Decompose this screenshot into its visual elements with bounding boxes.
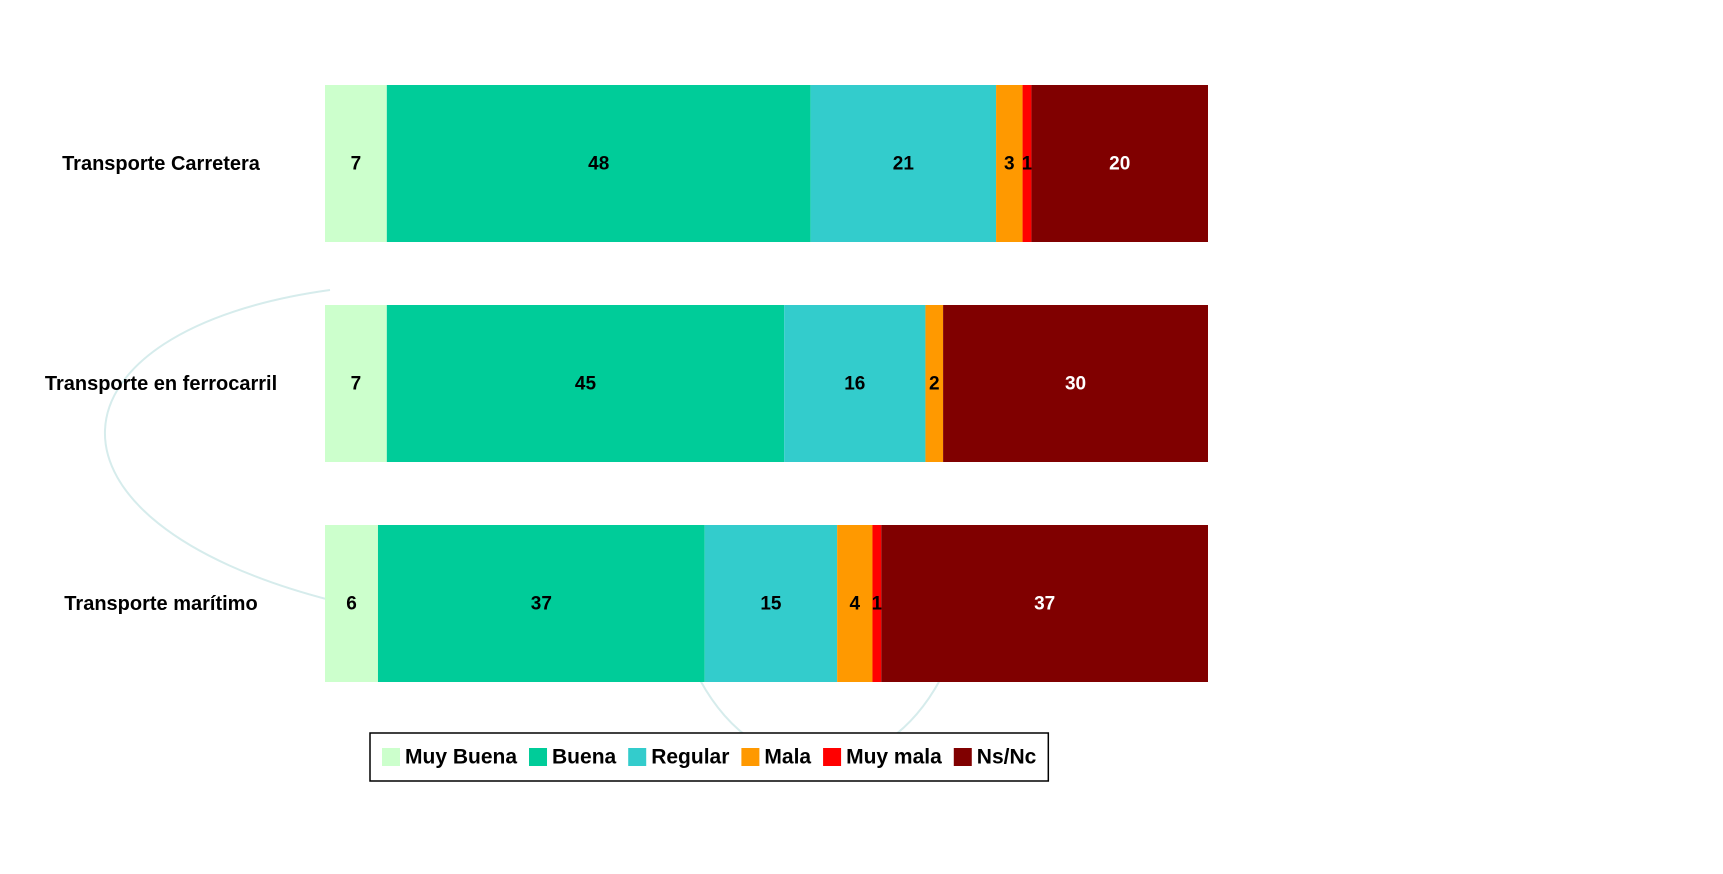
value-label: 15 <box>760 594 782 615</box>
value-label: 6 <box>346 594 357 615</box>
value-label: 7 <box>351 374 362 395</box>
chart-svg: 74821312074516230637154137Muy BuenaBuena… <box>0 0 1723 874</box>
legend-swatch <box>382 748 400 766</box>
legend-label: Ns/Nc <box>977 746 1037 769</box>
legend-label: Mala <box>764 746 811 769</box>
value-label: 16 <box>844 374 865 395</box>
legend-swatch <box>741 748 759 766</box>
legend-swatch <box>628 748 646 766</box>
value-label: 1 <box>1022 154 1033 175</box>
category-label: Transporte en ferrocarril <box>25 356 297 412</box>
value-label: 7 <box>351 154 362 175</box>
legend-label: Muy Buena <box>405 746 517 769</box>
legend-swatch <box>954 748 972 766</box>
value-label: 2 <box>929 374 940 395</box>
value-label: 1 <box>872 594 883 615</box>
decoration <box>105 290 330 600</box>
value-label: 21 <box>893 154 915 175</box>
value-label: 4 <box>850 594 861 615</box>
value-label: 45 <box>575 374 597 395</box>
value-label: 48 <box>588 154 609 175</box>
value-label: 3 <box>1004 154 1015 175</box>
value-label: 37 <box>1034 594 1055 615</box>
legend-swatch <box>823 748 841 766</box>
value-label: 37 <box>531 594 552 615</box>
chart: 74821312074516230637154137Muy BuenaBuena… <box>0 0 1723 874</box>
legend-label: Muy mala <box>846 746 942 769</box>
category-label: Transporte Carretera <box>25 136 297 192</box>
legend-label: Regular <box>651 746 729 769</box>
category-label: Transporte marítimo <box>25 576 297 632</box>
legend-label: Buena <box>552 746 617 769</box>
legend-swatch <box>529 748 547 766</box>
value-label: 20 <box>1109 154 1130 175</box>
value-label: 30 <box>1065 374 1086 395</box>
